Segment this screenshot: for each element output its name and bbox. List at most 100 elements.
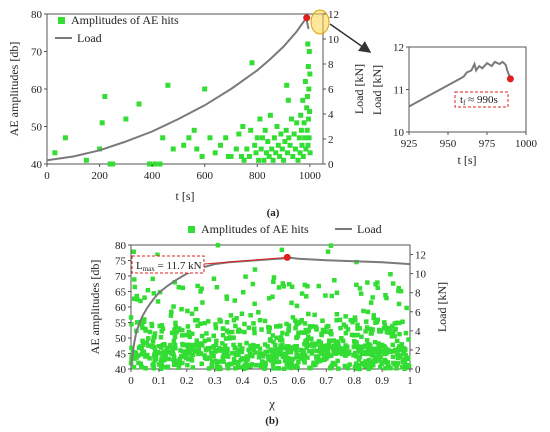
chart-b-scatter-point [233,323,238,329]
chart-b-scatter-point [332,278,337,283]
chart-b-scatter-point [146,343,151,348]
chart-b-annotation-box [131,255,205,274]
chart-b-scatter-point [330,360,336,366]
chart-b-scatter-point [271,350,276,356]
chart-b-scatter-point [311,348,316,353]
chart-b-scatter-point [271,366,276,371]
chart-a-inset-x-ticks: 925 950 975 1000 [401,132,538,150]
chart-b-scatter-point [281,366,287,371]
chart-b-scatter-point [342,347,347,353]
chart-b-scatter-point [395,352,400,357]
chart-b-scatter-point [364,359,370,364]
chart-b-scatter-point [339,336,344,341]
chart-b-scatter-point [312,312,317,318]
chart-b-scatter-point [225,363,230,368]
chart-a-scatter-point [207,135,213,141]
chart-b-scatter-point [173,330,178,335]
chart-a-scatter-point [225,154,231,159]
chart-b-scatter-point [345,344,350,350]
chart-b-scatter-point [306,334,311,339]
chart-a-scatter-point [298,127,304,133]
chart-b-scatter-point [256,355,262,360]
chart-b-scatter-point [298,330,304,335]
chart-b-scatter-point [180,349,186,354]
chart-b-scatter-point [129,322,134,327]
chart-b-scatter-point [231,342,236,348]
chart-a-scatter-point [305,64,311,69]
chart-b-scatter-point [301,348,306,353]
chart-b-scatter-point [136,360,141,366]
chart-b-scatter-point [304,294,309,299]
chart-b-y-tick-label: 60 [115,302,127,314]
chart-b-scatter-point [202,355,208,360]
chart-b-scatter-point [354,282,359,288]
chart-b-scatter-point [162,342,167,347]
chart-b-scatter-point [140,350,145,355]
chart-b-scatter-point [173,324,178,329]
chart-b-scatter-point [270,333,275,338]
chart-b-scatter-point [214,361,220,367]
chart-a-scatter-point [290,154,296,159]
chart-b-scatter-point [388,272,393,277]
chart-b-x-tick-label: 0.7 [319,375,333,387]
chart-b-scatter-point [328,243,334,248]
chart-a-scatter-point [283,127,289,133]
chart-b-scatter-point [196,346,201,352]
chart-b-scatter-point [134,320,140,325]
chart-b-scatter-point [194,338,199,343]
chart-b-scatter-point [242,363,248,368]
chart-b-scatter-point [298,347,304,353]
chart-a-inset-frame [408,46,527,133]
chart-b-scatter-point [392,333,397,339]
chart-b-scatter-point [172,342,178,348]
chart-b-scatter-point [187,331,192,336]
chart-a-scatter-point [307,71,313,77]
chart-b-scatter-point [258,351,263,356]
chart-b-scatter-point [142,295,147,300]
chart-a-scatter-point [110,161,116,167]
chart-b-scatter-point [299,291,305,296]
chart-b-scatter-point [150,338,156,344]
chart-b-scatter-point [388,349,393,354]
chart-b-scatter-point [341,322,347,327]
chart-b-scatter-point [289,284,295,289]
chart-b-load-line [130,256,411,367]
chart-a-inset: tf ≈ 990s 925 950 975 1000 10 11 12 t [s] Loa… [370,42,538,167]
chart-a-scatter-point [305,142,311,148]
chart-b-scatter-point [210,345,215,350]
chart-b-scatter-point [284,351,289,357]
chart-b-scatter-point [402,362,408,368]
chart-b-x-tick-label: 0.5 [264,375,278,387]
chart-b-scatter-point [133,351,139,356]
chart-b-scatter-point [364,319,369,324]
chart-b-scatter-point [134,355,139,360]
chart-b-scatter-point [338,325,343,331]
chart-b-scatter-point [231,360,237,366]
chart-b-scatter-point [399,342,405,347]
chart-b-scatter-point [172,327,177,332]
chart-a-scatter-point [300,97,306,103]
chart-a-inset-y-tick-label: 10 [393,127,405,139]
chart-b-scatter-point [151,335,156,340]
chart-b-scatter-point [241,290,246,295]
chart-b-scatter-point [356,348,361,354]
chart-b-x-tick-label: 0.6 [292,375,306,387]
chart-b-scatter-point [176,328,182,333]
chart-a-scatter-point [258,146,264,152]
chart-b-scatter-point [384,295,389,301]
chart-a-scatter-point [160,135,166,141]
chart-b-scatter-point [390,331,395,336]
chart-b-scatter-point [390,323,395,329]
chart-a-xlabel: t [s] [176,189,195,203]
chart-b-scatter-point [172,362,177,367]
chart-a-y2label: Load [kN] [352,64,366,114]
chart-b-scatter-point [180,342,185,348]
chart-b-scatter-point [365,280,370,285]
chart-b-scatter-point [402,360,408,365]
chart-a-scatter-point [228,154,234,159]
chart-b-scatter-point [312,343,317,348]
chart-b-scatter-point [395,355,401,361]
chart-b-scatter-point [356,357,362,362]
chart-a-scatter-point [212,150,218,156]
chart-b-scatter-point [288,357,294,363]
